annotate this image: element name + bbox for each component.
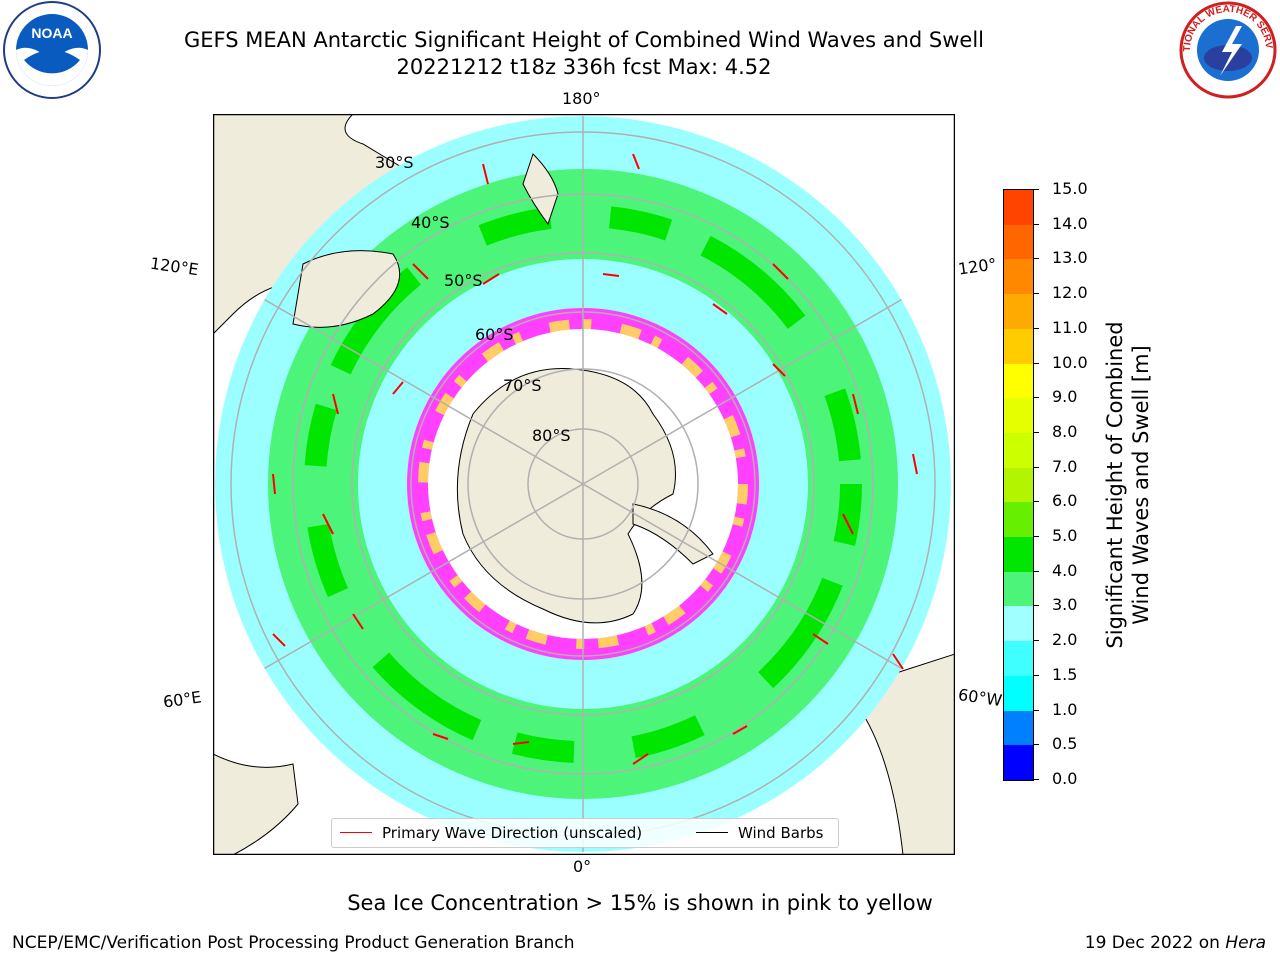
- colorbar-tick-mark: [1033, 223, 1039, 225]
- colorbar-tick-mark: [1033, 779, 1039, 780]
- footer-date: 19 Dec 2022 on Hera: [1085, 933, 1266, 953]
- lat-label-40s: 40°S: [411, 213, 450, 232]
- colorbar-tick-mark: [1033, 189, 1039, 190]
- lat-label-80s: 80°S: [532, 426, 571, 445]
- colorbar-segment: [1004, 432, 1033, 468]
- colorbar-tick-label: 4.0: [1052, 560, 1078, 580]
- colorbar-tick-mark: [1033, 605, 1039, 607]
- footer-credit: NCEP/EMC/Verification Post Processing Pr…: [12, 933, 575, 953]
- colorbar-tick-mark: [1033, 709, 1039, 711]
- colorbar-tick-label: 13.0: [1052, 248, 1088, 268]
- colorbar-title-line2: Wind Waves and Swell [m]: [1129, 345, 1153, 625]
- colorbar-segment: [1004, 467, 1033, 503]
- colorbar-segment: [1004, 641, 1033, 676]
- nws-logo: NATIONAL WEATHER SERVICE: [1178, 0, 1277, 99]
- wind-barbs-swatch: [696, 832, 728, 833]
- svg-text:NOAA: NOAA: [31, 25, 72, 41]
- africa-landmass: [213, 753, 299, 855]
- colorbar-tick-mark: [1033, 570, 1039, 572]
- map-legend: Primary Wave Direction (unscaled) Wind B…: [331, 818, 839, 848]
- new-zealand: [522, 153, 559, 226]
- colorbar-tick-label: 0.5: [1052, 734, 1078, 754]
- lon-label-180: 180°: [562, 89, 601, 108]
- colorbar-title-line1: Significant Height of Combined: [1103, 321, 1127, 649]
- colorbar-segment: [1004, 224, 1033, 260]
- colorbar-segment: [1004, 606, 1033, 642]
- noaa-logo: NOAA: [3, 1, 101, 99]
- colorbar-segment: [1004, 502, 1033, 538]
- colorbar-tick-mark: [1033, 501, 1039, 503]
- colorbar-segment: [1004, 710, 1033, 746]
- colorbar-tick-label: 8.0: [1052, 421, 1078, 441]
- colorbar-tick-label: 11.0: [1052, 317, 1088, 337]
- lat-label-70s: 70°S: [503, 376, 542, 395]
- colorbar-tick-mark: [1033, 431, 1039, 433]
- colorbar-tick-mark: [1033, 536, 1039, 538]
- legend-wind-barbs: Wind Barbs: [738, 824, 824, 842]
- chart-title: GEFS MEAN Antarctic Significant Height o…: [183, 28, 985, 52]
- colorbar-tick-label: 7.0: [1052, 456, 1078, 476]
- colorbar-tick-mark: [1033, 744, 1039, 746]
- colorbar-segment: [1004, 294, 1033, 329]
- colorbar-tick-mark: [1033, 466, 1039, 468]
- colorbar-tick-mark: [1033, 293, 1039, 295]
- antarctic-peninsula: [632, 503, 714, 565]
- colorbar-tick-label: 15.0: [1052, 179, 1088, 198]
- colorbar-tick-label: 12.0: [1052, 283, 1088, 303]
- colorbar-segment: [1004, 363, 1033, 399]
- lon-label-120w: 120°: [956, 254, 998, 279]
- colorbar-tick-label: 9.0: [1052, 387, 1078, 407]
- colorbar-segment: [1004, 571, 1033, 607]
- colorbar-tick-mark: [1033, 640, 1039, 642]
- lat-label-60s: 60°S: [475, 325, 514, 344]
- colorbar-tick-mark: [1033, 258, 1039, 260]
- lat-label-30s: 30°S: [375, 153, 414, 172]
- colorbar-tick-label: 1.5: [1052, 664, 1078, 684]
- wave-arrows: [272, 153, 918, 765]
- colorbar-segment: [1004, 259, 1033, 295]
- antarctica-landmass: [456, 368, 676, 624]
- colorbar-segment: [1004, 328, 1033, 364]
- sea-ice-note: Sea Ice Concentration > 15% is shown in …: [347, 891, 933, 915]
- antarctic-wave-map: 30°S 40°S 50°S 60°S 70°S 80°S: [213, 114, 955, 855]
- colorbar-segment: [1004, 537, 1033, 572]
- colorbar-tick-mark: [1033, 674, 1039, 676]
- legend-primary-wave: Primary Wave Direction (unscaled): [382, 824, 643, 842]
- colorbar-tick-label: 6.0: [1052, 491, 1078, 511]
- lat-label-50s: 50°S: [444, 271, 483, 290]
- lon-label-60w: 60°W: [956, 685, 1004, 710]
- colorbar-tick-label: 14.0: [1052, 213, 1088, 233]
- colorbar-segment: [1004, 745, 1033, 780]
- colorbar-segment: [1004, 190, 1033, 225]
- colorbar: [1003, 189, 1034, 781]
- lon-label-60e: 60°E: [161, 687, 203, 712]
- colorbar-tick-label: 10.0: [1052, 352, 1088, 372]
- colorbar-title: Significant Height of Combined Wind Wave…: [1102, 321, 1154, 648]
- colorbar-tick-mark: [1033, 362, 1039, 364]
- primary-wave-swatch: [340, 832, 372, 833]
- colorbar-tick-label: 0.0: [1052, 769, 1078, 788]
- colorbar-tick-mark: [1033, 397, 1039, 399]
- colorbar-segment: [1004, 675, 1033, 711]
- colorbar-tick-label: 3.0: [1052, 595, 1078, 615]
- chart-subtitle: 20221212 t18z 336h fcst Max: 4.52: [396, 55, 772, 79]
- australia-coast-in-disc: [292, 250, 401, 328]
- colorbar-segment: [1004, 398, 1033, 433]
- colorbar-tick-label: 1.0: [1052, 699, 1078, 719]
- lon-label-0: 0°: [573, 857, 592, 876]
- colorbar-tick-label: 5.0: [1052, 526, 1078, 546]
- colorbar-tick-mark: [1033, 327, 1039, 329]
- lon-label-120e: 120°E: [148, 253, 200, 280]
- footer-host: Hera: [1225, 933, 1266, 953]
- footer-date-text: 19 Dec 2022 on: [1084, 933, 1226, 953]
- colorbar-tick-label: 2.0: [1052, 630, 1078, 650]
